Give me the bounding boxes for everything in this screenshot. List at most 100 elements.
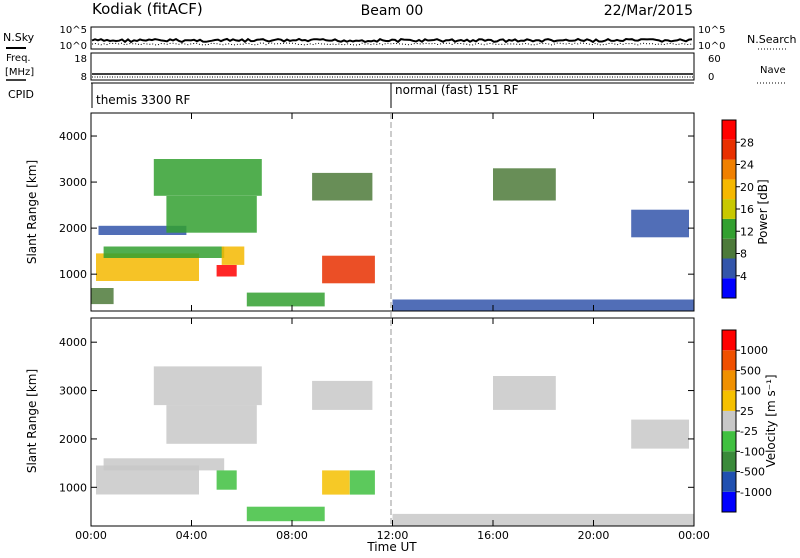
colorbar-cell-5	[722, 179, 736, 200]
colorbar-cell-6	[722, 370, 736, 391]
power-heatmap-marks	[91, 159, 694, 311]
power-region-11	[493, 168, 556, 201]
velocity-region-3	[153, 366, 262, 406]
colorbar-tick-label-4: 12	[740, 225, 754, 238]
colorbar-cell-2	[722, 238, 736, 259]
colorbar-cell-8	[722, 330, 736, 351]
colorbar-tick-label-1: 500	[740, 364, 761, 377]
xtick-label-1: 04:00	[176, 529, 208, 542]
colorbar-tick-label-6: -500	[740, 466, 765, 479]
colorbar-cell-7	[722, 139, 736, 160]
beam-title: Beam 00	[361, 3, 424, 19]
xtick-label-6: 00:00	[678, 529, 710, 542]
colorbar-tick-label-3: 25	[740, 405, 754, 418]
colorbar-cell-5	[722, 390, 736, 411]
station-title: Kodiak (fitACF)	[92, 0, 203, 18]
colorbar-cell-0	[722, 278, 736, 298]
colorbar-tick-label-2: 20	[740, 181, 754, 194]
freq-label-1: Freq.	[6, 53, 31, 64]
colorbar-tick-label-6: 4	[740, 270, 747, 283]
ytick-label-1: 2000	[59, 433, 87, 446]
velocity-region-7	[322, 470, 350, 495]
velocity-region-11	[631, 419, 689, 449]
colorbar-tick-label-2: 100	[740, 385, 761, 398]
colorbar-cell-8	[722, 120, 736, 140]
power-region-10	[392, 299, 694, 311]
date-title: 22/Mar/2015	[604, 3, 693, 19]
power-region-7	[246, 292, 325, 307]
power-region-9	[322, 255, 375, 284]
colorbar-cell-1	[722, 258, 736, 279]
velocity-y-axis: 1000 2000 3000 4000	[59, 336, 694, 494]
velocity-region-2	[166, 405, 257, 444]
power-region-12	[631, 209, 689, 238]
time-xlabel: Time UT	[366, 540, 417, 554]
colorbar-cell-4	[722, 199, 736, 219]
velocity-colorbar: 1000 500 100 25 -25 -100 -500 -1000	[721, 329, 772, 513]
ytick-label-3: 4000	[59, 130, 87, 143]
colorbar-tick-label-1: 24	[740, 159, 754, 172]
freq-nave-panel	[90, 52, 695, 81]
power-region-13	[91, 288, 114, 305]
cpid-label: CPID	[8, 88, 34, 101]
velocity-colorbar-label: Velocity [m s⁻¹]	[764, 374, 778, 467]
ytick-label-0: 1000	[59, 268, 87, 281]
ytick-label-2: 3000	[59, 176, 87, 189]
freq-tick-bottom: 8	[81, 72, 87, 83]
power-colorbar-label: Power [dB]	[756, 179, 770, 244]
velocity-region-8	[349, 470, 375, 495]
xtick-label-3: 12:00	[377, 529, 409, 542]
velocity-heatmap-marks	[96, 366, 694, 526]
ytick-label-1: 2000	[59, 222, 87, 235]
xtick-label-4: 16:00	[477, 529, 509, 542]
colorbar-frame	[721, 329, 737, 513]
velocity-region-4	[216, 470, 237, 490]
power-region-1	[103, 246, 225, 258]
search-tick-top: 10^5	[698, 25, 725, 36]
colorbar-cell-1	[722, 471, 736, 492]
colorbar-cell-2	[722, 451, 736, 472]
sky-tick-bottom: 10^0	[60, 41, 87, 52]
freq-label-2: [MHz]	[5, 67, 34, 78]
time-x-axis: 00:00 04:00 08:00 12:00 16:00 20:00 00:00	[75, 113, 710, 542]
velocity-region-1	[103, 458, 225, 471]
nave-tick-top: 60	[708, 54, 721, 65]
colorbar-tick-label-0: 28	[740, 136, 754, 149]
colorbar-tick-label-7: -1000	[740, 486, 772, 499]
sky-tick-top: 10^5	[60, 25, 87, 36]
search-label: N.Search	[747, 33, 797, 46]
colorbar-tick-label-4: -25	[740, 425, 758, 438]
search-tick-bottom: 10^0	[698, 41, 725, 52]
sky-search-trace	[91, 37, 693, 44]
search-dotted-trace	[91, 42, 693, 46]
nave-label: Nave	[760, 65, 786, 76]
velocity-ylabel: Slant Range [km]	[25, 369, 39, 473]
ytick-label-0: 1000	[59, 481, 87, 494]
velocity-region-10	[493, 376, 556, 410]
cpid-mode-2: normal (fast) 151 RF	[395, 83, 519, 97]
velocity-region-5	[246, 506, 325, 522]
colorbar-cell-6	[722, 159, 736, 180]
velocity-region-9	[392, 513, 694, 526]
colorbar-cell-3	[722, 218, 736, 239]
colorbar-tick-label-0: 1000	[740, 344, 768, 357]
sky-search-panel	[90, 26, 695, 50]
sky-label: N.Sky	[3, 31, 35, 44]
colorbar-tick-label-5: 8	[740, 248, 747, 261]
power-region-8	[312, 172, 373, 201]
power-ylabel: Slant Range [km]	[25, 160, 39, 264]
xtick-label-2: 08:00	[276, 529, 308, 542]
ytick-label-2: 3000	[59, 385, 87, 398]
freq-tick-top: 18	[74, 54, 87, 65]
power-region-4	[153, 159, 262, 196]
cpid-mode-1: themis 3300 RF	[96, 93, 190, 107]
power-region-5	[216, 265, 237, 277]
xtick-label-0: 00:00	[75, 529, 107, 542]
velocity-region-6	[312, 380, 373, 410]
colorbar-tick-label-5: -100	[740, 445, 765, 458]
ytick-label-3: 4000	[59, 336, 87, 349]
power-region-6	[221, 246, 245, 265]
xtick-label-5: 20:00	[578, 529, 610, 542]
